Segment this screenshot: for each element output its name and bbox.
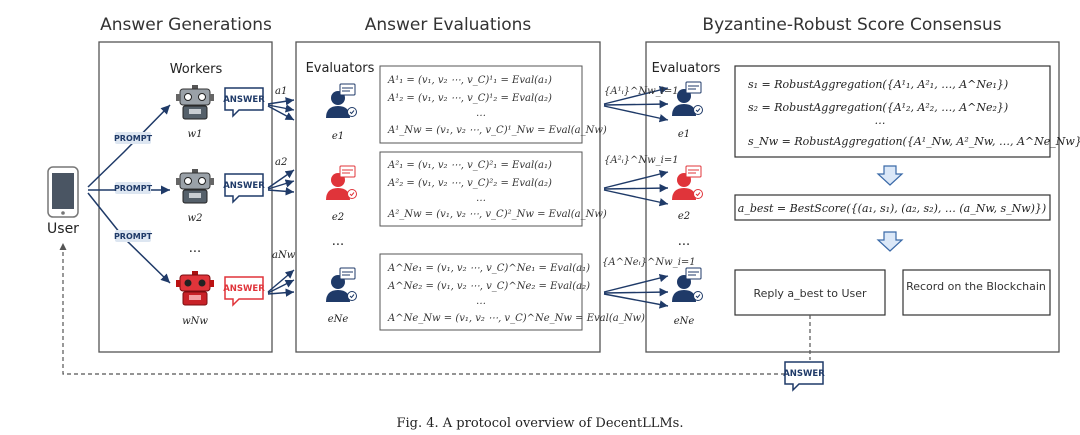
prompt-tag-2: PROMPT xyxy=(114,182,153,194)
panel-title-evaluations: Answer Evaluations xyxy=(365,15,532,35)
panel-title-generations: Answer Generations xyxy=(100,15,272,35)
evaluators-heading-eval: Evaluators xyxy=(306,61,375,76)
broadcast-fanout-1 xyxy=(603,85,669,123)
worker-label-3: wNw xyxy=(182,316,208,327)
broadcast-fanout-2 xyxy=(603,169,669,207)
best-score-line: a_best = BestScore({(a₁, s₁), (a₂, s₂), … xyxy=(738,202,1046,215)
evaluator-label-2: e2 xyxy=(332,212,344,223)
record-label: Record on the Blockchain xyxy=(906,280,1046,293)
svg-text:PROMPT: PROMPT xyxy=(114,134,153,143)
eval-line: A²₂ = (v₁, v₂ ⋯, v_C)²₂ = Eval(a₂) xyxy=(387,178,552,189)
worker-ellipsis: ... xyxy=(189,241,201,256)
prompt-tag-1: PROMPT xyxy=(114,132,153,144)
down-arrow-icon-2 xyxy=(876,231,904,252)
svg-text:ANSWER: ANSWER xyxy=(223,181,265,191)
user-label: User xyxy=(47,221,79,237)
aggregation-line: s_Nw = RobustAggregation({A¹_Nw, A²_Nw, … xyxy=(748,135,1080,148)
eval-line: A¹_Nw = (v₁, v₂ ⋯, v_C)¹_Nw = Eval(a_Nw) xyxy=(387,125,607,136)
figure-caption: Fig. 4. A protocol overview of DecentLLM… xyxy=(396,416,683,431)
eval-box-1: A¹₁ = (v₁, v₂ ⋯, v_C)¹₁ = Eval(a₁) A¹₂ =… xyxy=(379,65,607,144)
aggregation-line: s₂ = RobustAggregation({A¹₂, A²₂, …, A^N… xyxy=(748,101,1008,114)
eval-line: … xyxy=(476,193,486,204)
eval-line: A²_Nw = (v₁, v₂ ⋯, v_C)²_Nw = Eval(a_Nw) xyxy=(387,209,607,220)
down-arrow-icon-1 xyxy=(876,165,904,186)
broadcast-label-1: {A¹ᵢ}^Nw_i=1 xyxy=(604,86,679,97)
answer-arrow-label-1: a1 xyxy=(275,86,287,97)
evaluator-label-3: eNe xyxy=(328,314,349,325)
answer-bubble-final: ANSWER xyxy=(783,361,825,392)
svg-text:ANSWER: ANSWER xyxy=(223,95,265,105)
best-score-box: a_best = BestScore({(a₁, s₁), (a₂, s₂), … xyxy=(734,194,1051,221)
broadcast-label-3: {A^Neᵢ}^Nw_i=1 xyxy=(602,257,696,268)
eval-line: A^Ne_Nw = (v₁, v₂ ⋯, v_C)^Ne_Nw = Eval(a… xyxy=(387,313,645,324)
broadcast-label-2: {A²ᵢ}^Nw_i=1 xyxy=(604,155,679,166)
worker-label-1: w1 xyxy=(188,129,203,140)
eval-line: A^Ne₂ = (v₁, v₂ ⋯, v_C)^Ne₂ = Eval(a₂) xyxy=(387,281,590,292)
evaluators-heading-consensus: Evaluators xyxy=(652,61,721,76)
worker-label-2: w2 xyxy=(188,213,203,224)
eval-box-2: A²₁ = (v₁, v₂ ⋯, v_C)²₁ = Eval(a₁) A²₂ =… xyxy=(379,151,607,227)
workers-heading: Workers xyxy=(170,62,223,77)
eval-box-3: A^Ne₁ = (v₁, v₂ ⋯, v_C)^Ne₁ = Eval(a₁) A… xyxy=(379,253,645,331)
evaluator-label-3-consensus: eNe xyxy=(674,316,695,327)
svg-text:PROMPT: PROMPT xyxy=(114,184,153,193)
reply-box: Reply a_best to User xyxy=(734,269,886,316)
broadcast-fanout-3 xyxy=(603,273,669,309)
evaluator-label-1-consensus: e1 xyxy=(678,129,690,140)
aggregation-line: … xyxy=(875,114,886,127)
answer-bubble-malicious: ANSWER xyxy=(223,276,265,307)
phone-icon xyxy=(47,166,79,218)
return-path-to-user xyxy=(59,243,785,375)
svg-text:PROMPT: PROMPT xyxy=(114,232,153,241)
answer-bubble-1: ANSWER xyxy=(223,87,265,118)
eval-line: … xyxy=(476,296,486,307)
reply-label: Reply a_best to User xyxy=(753,287,867,300)
answer-arrow-label-3: aNw xyxy=(272,250,296,261)
eval-line: A²₁ = (v₁, v₂ ⋯, v_C)²₁ = Eval(a₁) xyxy=(387,160,552,171)
prompt-arrow-1 xyxy=(87,104,171,188)
svg-text:ANSWER: ANSWER xyxy=(223,284,265,294)
evaluator-ellipsis-consensus: ... xyxy=(678,234,690,249)
aggregation-line: s₁ = RobustAggregation({A¹₁, A²₁, …, A^N… xyxy=(748,78,1008,91)
evaluator-label-2-consensus: e2 xyxy=(678,211,690,222)
answer-fanout-3 xyxy=(267,269,295,297)
answer-fanout-2 xyxy=(267,169,295,196)
evaluator-ellipsis: ... xyxy=(332,234,344,249)
answer-arrow-label-2: a2 xyxy=(275,157,287,168)
aggregation-box: s₁ = RobustAggregation({A¹₁, A²₁, …, A^N… xyxy=(734,65,1080,158)
record-box: Record on the Blockchain xyxy=(902,269,1051,316)
svg-text:ANSWER: ANSWER xyxy=(783,369,825,379)
evaluator-label-1: e1 xyxy=(332,131,344,142)
eval-line: A¹₁ = (v₁, v₂ ⋯, v_C)¹₁ = Eval(a₁) xyxy=(387,75,552,86)
panel-title-consensus: Byzantine-Robust Score Consensus xyxy=(702,15,1001,35)
eval-line: A^Ne₁ = (v₁, v₂ ⋯, v_C)^Ne₁ = Eval(a₁) xyxy=(387,263,590,274)
eval-line: … xyxy=(476,108,486,119)
eval-line: A¹₂ = (v₁, v₂ ⋯, v_C)¹₂ = Eval(a₂) xyxy=(387,93,552,104)
answer-fanout-1 xyxy=(267,97,295,121)
prompt-tag-3: PROMPT xyxy=(114,230,153,242)
answer-bubble-2: ANSWER xyxy=(223,173,265,204)
